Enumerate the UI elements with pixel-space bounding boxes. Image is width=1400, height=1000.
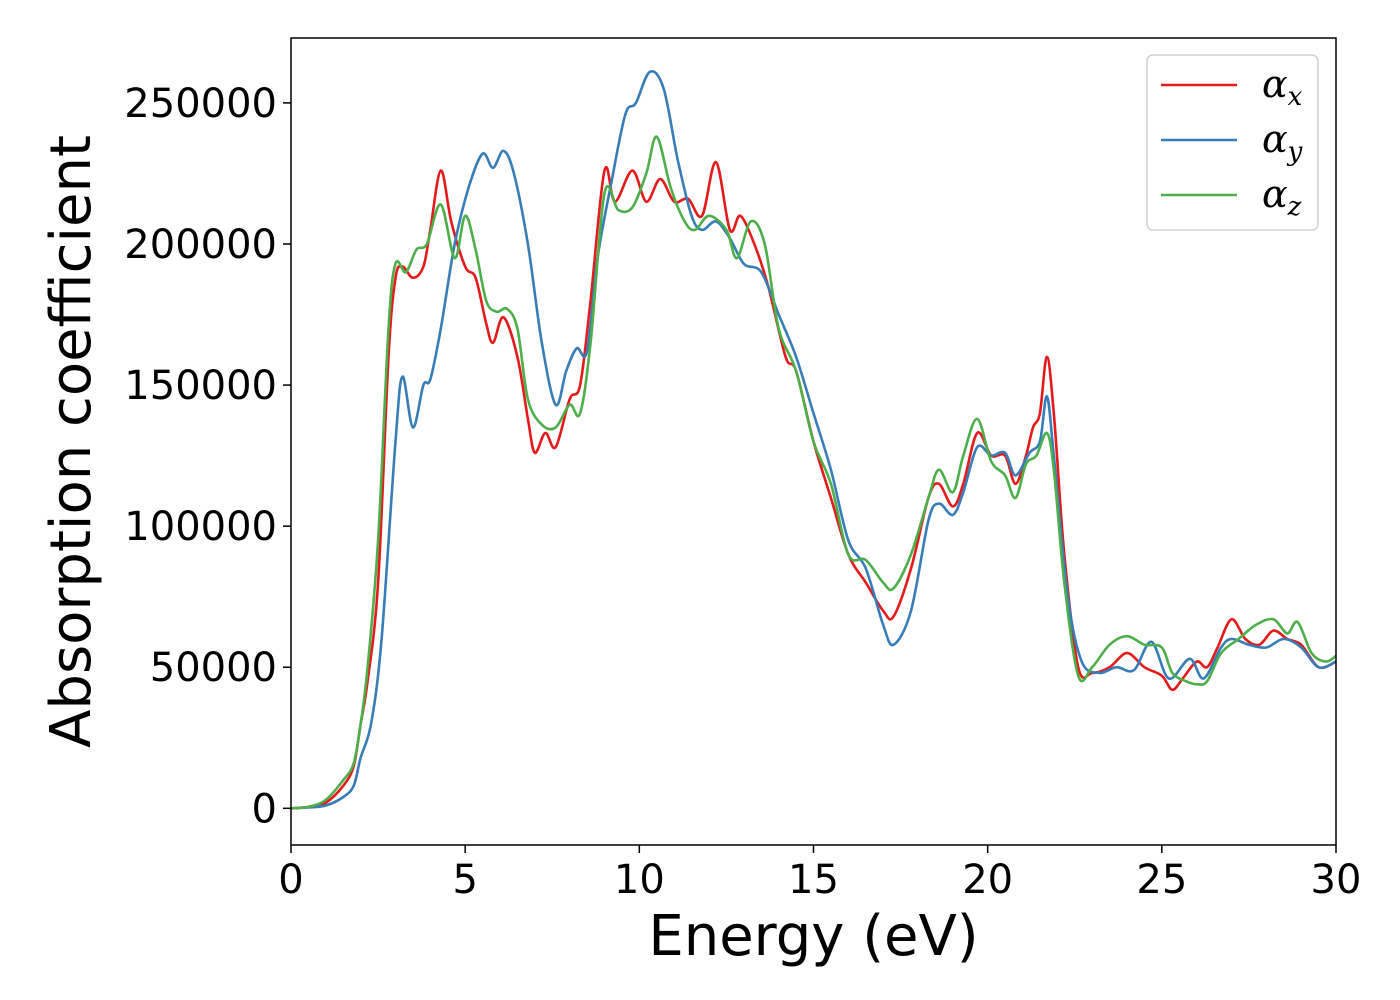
- series-line-z: [290, 135, 1337, 810]
- x-axis-ticks: 0 5 10 15 20 25 30: [278, 845, 1361, 903]
- x-tick-label: 15: [788, 857, 839, 903]
- legend-box: [1146, 54, 1319, 231]
- x-axis-label: Energy (eV): [648, 904, 978, 969]
- legend-entry-z: αz: [1262, 172, 1302, 222]
- y-tick-label: 250000: [124, 81, 277, 127]
- y-tick-label: 150000: [124, 363, 277, 409]
- x-tick-label: 20: [962, 857, 1013, 903]
- series-line-x: [290, 160, 1337, 810]
- x-tick-label: 0: [278, 857, 303, 903]
- x-tick-label: 25: [1136, 857, 1187, 903]
- x-tick-label: 10: [614, 857, 665, 903]
- x-tick-label: 5: [452, 857, 477, 903]
- y-tick-label: 100000: [124, 504, 277, 550]
- series-layer: [290, 70, 1337, 810]
- y-axis-label: Absorption coefficient: [39, 135, 104, 748]
- legend-entry-x: αx: [1262, 62, 1303, 112]
- legend-entry-y: αy: [1262, 117, 1303, 167]
- y-tick-label: 200000: [124, 222, 277, 268]
- y-tick-label: 0: [252, 786, 277, 832]
- series-line-y: [290, 70, 1337, 810]
- x-tick-label: 30: [1311, 857, 1362, 903]
- y-axis-ticks: 0 50000 100000 150000 200000 250000: [124, 81, 291, 832]
- y-tick-label: 50000: [150, 645, 277, 691]
